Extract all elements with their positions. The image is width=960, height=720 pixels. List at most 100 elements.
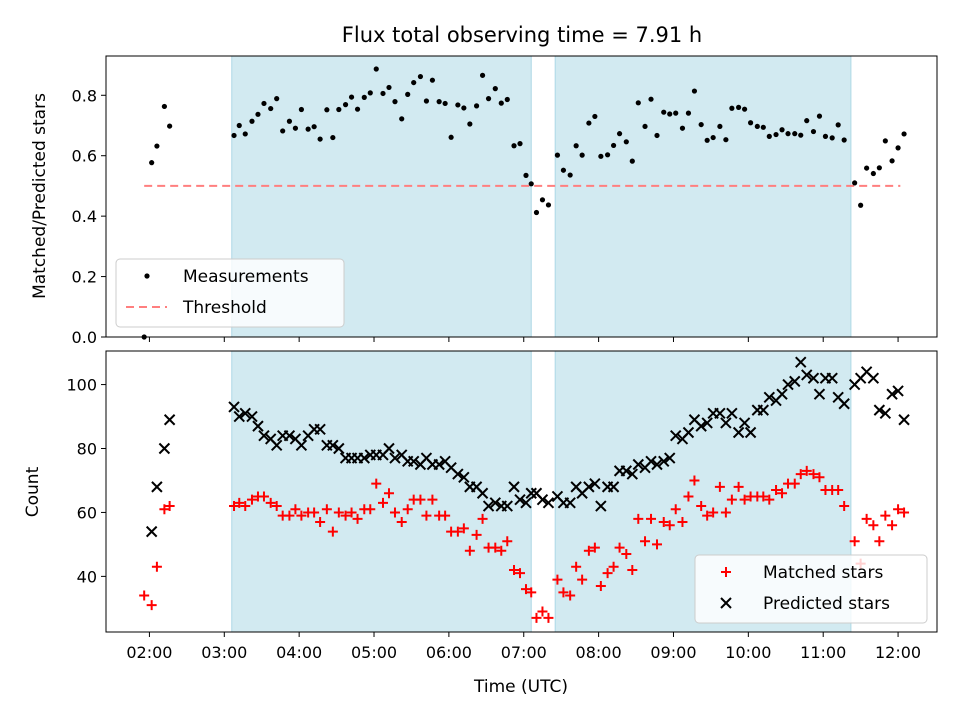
- count-y-ticks: 40 60 80 100: [66, 376, 106, 586]
- matched-star-point: [589, 542, 600, 553]
- measurement-point: [629, 158, 635, 164]
- x-tick-label: 02:00: [126, 643, 172, 662]
- measurement-point: [804, 118, 810, 124]
- matched-star-point: [234, 497, 245, 508]
- count-x-axis-label: Time (UTC): [473, 677, 568, 697]
- matched-star-point: [640, 536, 651, 547]
- matched-star-point: [284, 510, 295, 521]
- measurement-point: [336, 106, 342, 113]
- matched-star-point: [352, 513, 363, 524]
- matched-star-point: [346, 507, 357, 518]
- matched-star-point: [899, 507, 910, 518]
- measurement-point: [642, 123, 648, 130]
- predicted-star-point: [407, 455, 420, 467]
- predicted-star-point: [801, 369, 813, 381]
- matched-star-point: [795, 469, 806, 480]
- predicted-star-point: [508, 481, 520, 493]
- matched-star-point: [139, 590, 150, 601]
- matched-star-point: [315, 517, 326, 528]
- matched-star-point: [396, 517, 407, 528]
- measurement-point: [367, 90, 373, 96]
- matched-star-point: [868, 520, 879, 531]
- matched-star-point: [309, 507, 320, 518]
- predicted-star-point: [813, 388, 826, 400]
- measurement-point: [305, 126, 311, 132]
- predicted-star-point: [228, 401, 240, 413]
- predicted-star-point: [695, 420, 707, 432]
- measurement-point: [461, 105, 467, 111]
- measurement-point: [876, 165, 882, 171]
- measurement-point: [841, 137, 847, 143]
- matched-star-point: [477, 513, 488, 524]
- predicted-star-point: [536, 493, 549, 506]
- predicted-star-point: [452, 468, 464, 480]
- x-tick-label: 06:00: [426, 643, 472, 662]
- predicted-star-point: [645, 455, 657, 467]
- matched-star-point: [389, 507, 400, 518]
- measurement-point: [870, 170, 876, 177]
- measurement-point: [492, 86, 498, 92]
- matched-star-point: [490, 542, 501, 553]
- matched-star-point: [595, 580, 606, 591]
- ratio-points: [141, 66, 907, 340]
- predicted-star-point: [651, 458, 663, 471]
- measurement-point: [741, 106, 748, 112]
- matched-star-point: [333, 507, 344, 518]
- matched-star-point: [383, 488, 394, 499]
- matched-star-point: [670, 504, 681, 515]
- measurement-point: [161, 103, 167, 110]
- matched-star-point: [833, 485, 844, 496]
- measurement-point: [504, 96, 510, 103]
- matched-star-point: [777, 488, 788, 499]
- predicted-star-point: [233, 410, 245, 423]
- count-points: [139, 356, 910, 623]
- measurement-point: [592, 113, 598, 120]
- measurement-point: [373, 66, 379, 72]
- predicted-star-point: [658, 455, 670, 467]
- ratio-x-ticks: [148, 337, 899, 342]
- x-tick-label: 05:00: [351, 643, 397, 662]
- measurement-point: [380, 90, 386, 97]
- matched-star-point: [652, 539, 663, 550]
- measurement-point: [231, 132, 237, 139]
- matched-star-point: [271, 501, 282, 512]
- measurement-point: [673, 110, 679, 116]
- measurement-point: [361, 94, 367, 100]
- predicted-star-point: [283, 430, 296, 442]
- measurement-point: [429, 77, 436, 83]
- measurement-point: [533, 209, 540, 216]
- measurement-point: [498, 100, 504, 106]
- matched-star-point: [452, 526, 463, 537]
- measurement-point: [523, 172, 529, 178]
- measurement-point: [598, 153, 604, 159]
- measurement-point: [386, 84, 392, 91]
- matched-star-point: [720, 507, 731, 518]
- predicted-star-point: [732, 426, 745, 439]
- matched-star-point: [146, 600, 157, 611]
- x-tick-label: 03:00: [201, 643, 247, 662]
- measurement-point: [829, 135, 835, 141]
- matched-star-point: [621, 548, 632, 559]
- measurement-point: [766, 133, 772, 139]
- matched-star-point: [371, 478, 382, 489]
- predicted-star-point: [333, 442, 345, 455]
- matched-star-point: [240, 501, 251, 512]
- predicted-star-point: [701, 417, 713, 429]
- predicted-star-point: [664, 452, 676, 464]
- measurement-point: [635, 100, 641, 106]
- count-panel: 40 60 80 100 02:00 03:00 04:00 05:00 06:00 07:00…: [23, 350, 938, 697]
- measurement-point: [274, 96, 280, 102]
- matched-star-point: [646, 513, 657, 524]
- matched-star-point: [427, 494, 438, 505]
- measurement-point: [685, 110, 692, 116]
- predicted-star-point: [158, 442, 171, 455]
- matched-star-point: [627, 564, 638, 575]
- measurement-point: [545, 202, 552, 208]
- predicted-star-point: [873, 404, 886, 416]
- measurement-point: [623, 139, 629, 145]
- predicted-star-point: [389, 452, 401, 464]
- measurement-point: [436, 99, 442, 105]
- matched-star-point: [164, 501, 175, 512]
- ratio-panel: 0.00.20.40.60.8 Matched/Predicted stars …: [30, 55, 938, 347]
- x-tick-label: 12:00: [875, 643, 921, 662]
